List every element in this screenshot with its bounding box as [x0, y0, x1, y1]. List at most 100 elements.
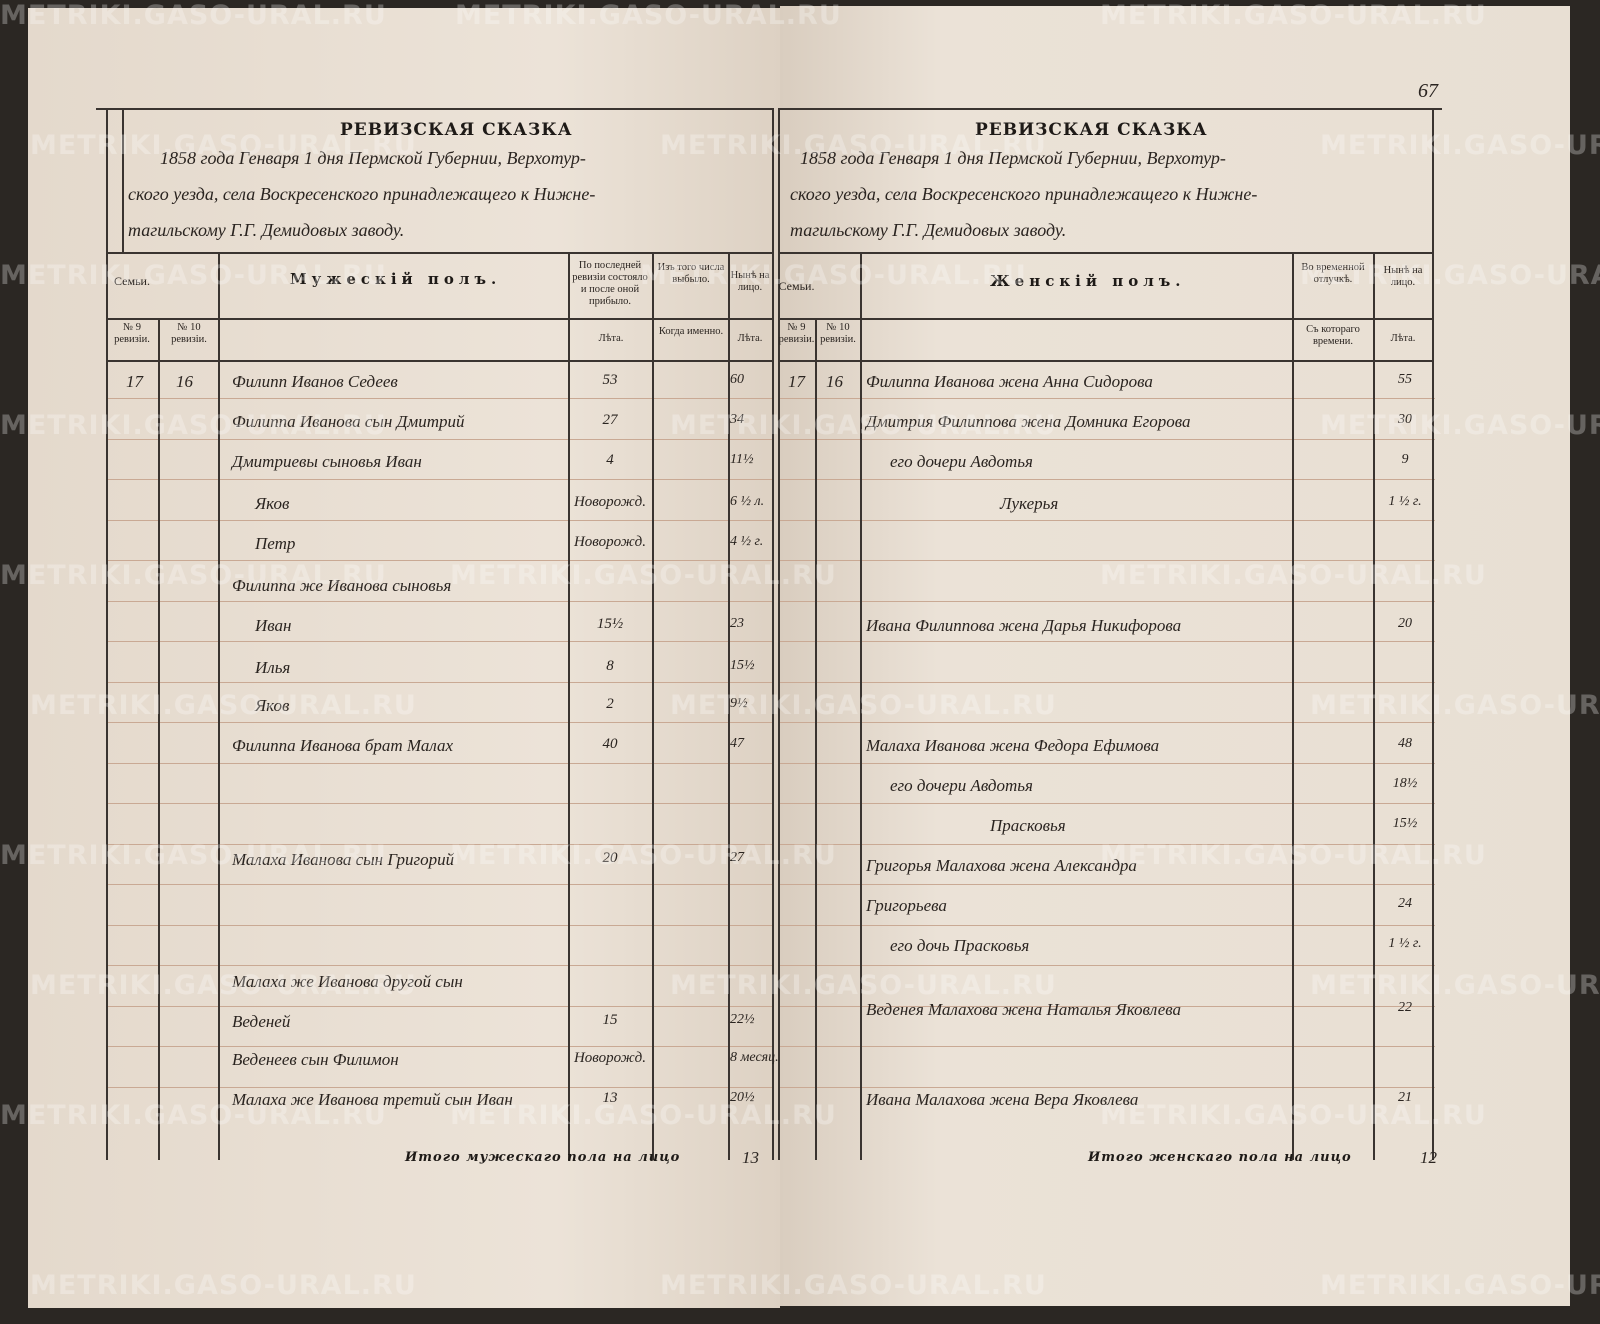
age-now: 22: [1398, 1000, 1412, 1015]
column-line: [1373, 252, 1375, 1160]
col-absence: Во временной отлучкѣ.: [1301, 262, 1365, 285]
ruled-line: [780, 600, 1435, 602]
header-bottom-rule: [106, 360, 772, 362]
watermark: METRIKI.GASO-URAL.RU: [1100, 560, 1487, 591]
person-name: Филиппа Иванова жена Анна Сидорова: [866, 372, 1153, 391]
watermark: METRIKI.GASO-URAL.RU: [450, 560, 837, 591]
age-now: 20½: [730, 1090, 755, 1105]
ruled-line: [108, 843, 773, 845]
watermark: METRIKI.GASO-URAL.RU: [30, 970, 417, 1001]
age-now: 55: [1398, 372, 1412, 387]
age-last-revision: 15½: [596, 616, 624, 632]
column-line: [218, 252, 220, 1160]
watermark: METRIKI.GASO-URAL.RU: [640, 260, 1027, 291]
watermark: METRIKI.GASO-URAL.RU: [1310, 690, 1600, 721]
age-last-revision: Новорожд.: [573, 1050, 647, 1066]
age-last-revision: 2: [606, 696, 614, 712]
heading-line: 1858 года Генваря 1 дня Пермской Губерни…: [800, 148, 1226, 168]
header-sub-rule: [860, 318, 1432, 320]
ruled-line: [780, 1005, 1435, 1007]
sub-rev10: № 10 ревизіи.: [171, 322, 207, 345]
ruled-line: [108, 438, 773, 440]
column-line: [652, 252, 654, 1160]
family-number-rev9: 17: [788, 372, 805, 391]
age-now: 6 ½ л.: [730, 494, 765, 509]
ruled-line: [108, 884, 773, 885]
watermark: METRIKI.GASO-URAL.RU: [670, 970, 1057, 1001]
person-name: Дмитрия Филиппова жена Домника Егорова: [866, 412, 1191, 431]
column-line: [1292, 252, 1294, 1160]
person-name: его дочери Авдотья: [890, 452, 1033, 471]
person-name: Малаха же Иванова третий сын Иван: [232, 1090, 513, 1109]
watermark: METRIKI.GASO-URAL.RU: [1320, 1270, 1600, 1301]
age-now: 4 ½ г.: [730, 534, 764, 549]
person-name: его дочь Прасковья: [890, 936, 1030, 955]
sub-rev10: № 10 ревизіи.: [820, 322, 856, 345]
frame-top: [96, 108, 772, 110]
person-name: Петр: [255, 534, 296, 553]
person-name: Ивана Филиппова жена Дарья Никифорова: [866, 616, 1182, 635]
header-rule: [778, 252, 1432, 254]
ruled-line: [780, 803, 1435, 804]
person-name: Григорья Малахова жена Александра: [866, 856, 1137, 875]
ruled-line: [780, 519, 1435, 521]
age-last-revision: 40: [602, 736, 618, 752]
person-name: Лукерья: [1000, 494, 1059, 513]
person-name: Илья: [255, 658, 291, 677]
watermark: METRIKI.GASO-URAL.RU: [0, 410, 387, 441]
age-last-revision: 27: [602, 412, 618, 428]
watermark: METRIKI.GASO-URAL.RU: [670, 690, 1057, 721]
col-last-revision: По последней ревизіи состояло и после он…: [572, 260, 648, 307]
age-now: 9: [1401, 452, 1409, 467]
col-families: Семьи.: [778, 279, 815, 293]
age-now: 18½: [1392, 776, 1418, 791]
watermark: METRIKI.GASO-URAL.RU: [0, 560, 387, 591]
person-name: Прасковья: [990, 816, 1066, 835]
ruled-line: [108, 519, 773, 521]
sub-since: Съ котораго времени.: [1306, 324, 1360, 347]
age-last-revision: 8: [606, 658, 614, 674]
ruled-line: [780, 438, 1435, 440]
ruled-line: [108, 560, 773, 561]
total-male-value: 13: [742, 1148, 759, 1167]
age-now: 9½: [730, 696, 748, 711]
ruled-line: [108, 722, 773, 723]
col-departed: Изъ того числа выбыло.: [657, 262, 725, 285]
person-name: Малаха же Иванова другой сын: [232, 972, 463, 991]
watermark: METRIKI.GASO-URAL.RU: [1320, 130, 1600, 161]
total-male-label: Итого мужескаго пола на лицо: [405, 1150, 681, 1165]
sub-rev9: № 9 ревизіи.: [114, 322, 150, 345]
ruled-line: [780, 884, 1435, 885]
age-now: 8 месяц.: [730, 1050, 779, 1065]
total-female-value: 12: [1420, 1148, 1437, 1167]
person-name: Иван: [255, 616, 292, 635]
watermark: METRIKI.GASO-URAL.RU: [1100, 0, 1487, 31]
age-last-revision: 4: [606, 452, 614, 468]
ruled-line: [780, 479, 1435, 480]
person-name: Филиппа же Иванова сыновья: [232, 576, 452, 595]
header-sub-rule: [218, 318, 772, 320]
person-name: Яков: [255, 494, 290, 513]
age-now: 15½: [1392, 816, 1418, 831]
ruled-line: [108, 1086, 773, 1088]
ruled-line: [108, 803, 773, 804]
watermark: METRIKI.GASO-URAL.RU: [0, 0, 387, 31]
ruled-line: [780, 924, 1435, 926]
age-now: 24: [1398, 896, 1412, 911]
age-now: 1 ½ г.: [1388, 936, 1422, 951]
age-now: 11½: [730, 452, 754, 467]
watermark: METRIKI.GASO-URAL.RU: [30, 1270, 417, 1301]
page-number: 67: [1418, 80, 1438, 102]
age-now: 47: [730, 736, 744, 751]
age-last-revision: 15: [602, 1012, 618, 1028]
heading-line: тагильскому Г.Г. Демидовых заводу.: [790, 220, 1067, 240]
person-name: Григорьева: [866, 896, 947, 915]
ruled-line: [780, 843, 1435, 845]
age-last-revision: Новорожд.: [573, 534, 647, 550]
ruled-line: [780, 641, 1435, 642]
watermark: METRIKI.GASO-URAL.RU: [1300, 260, 1600, 291]
ruled-line: [108, 1005, 773, 1007]
sub-years: Лѣта.: [1390, 333, 1416, 344]
family-number-rev10: 16: [176, 372, 193, 391]
